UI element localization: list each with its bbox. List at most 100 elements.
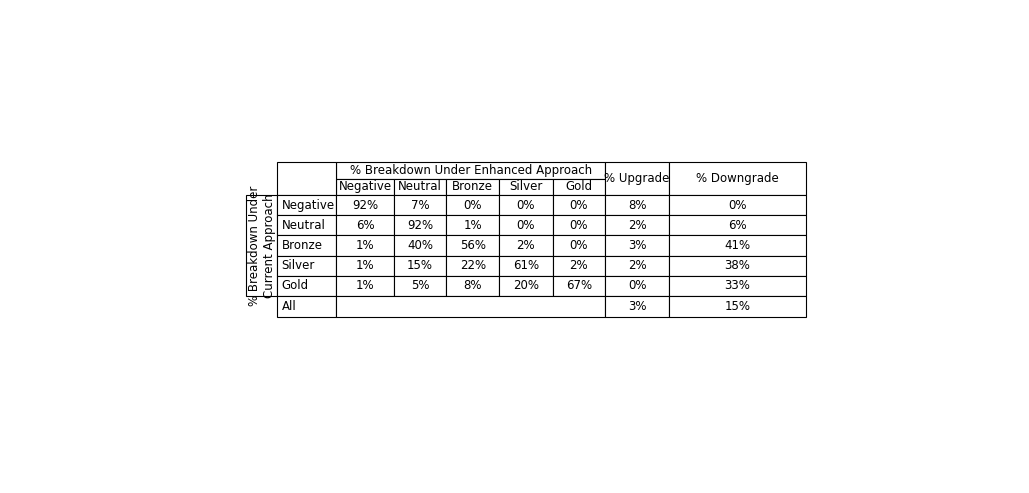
Text: 15%: 15% — [724, 300, 750, 313]
Text: 2%: 2% — [628, 219, 646, 232]
Bar — [669, 215, 806, 236]
Text: 1%: 1% — [356, 279, 375, 292]
Text: 8%: 8% — [463, 279, 482, 292]
Bar — [278, 236, 336, 255]
Text: 38%: 38% — [724, 259, 750, 272]
Text: 0%: 0% — [517, 219, 535, 232]
Bar — [553, 178, 605, 195]
Bar — [605, 255, 669, 276]
Bar — [499, 276, 553, 295]
Text: 41%: 41% — [724, 239, 750, 252]
Bar — [336, 295, 605, 317]
Bar — [605, 162, 669, 195]
Bar — [447, 195, 499, 215]
Bar — [336, 215, 394, 236]
Bar — [605, 215, 669, 236]
Text: 0%: 0% — [729, 199, 747, 212]
Text: 0%: 0% — [463, 199, 482, 212]
Text: 6%: 6% — [356, 219, 375, 232]
Bar — [499, 195, 553, 215]
Bar — [669, 276, 806, 295]
Text: 92%: 92% — [352, 199, 378, 212]
Text: Gold: Gold — [281, 279, 309, 292]
Text: Silver: Silver — [509, 180, 542, 193]
Text: 0%: 0% — [628, 279, 646, 292]
Text: Neutral: Neutral — [398, 180, 442, 193]
Text: 0%: 0% — [570, 219, 589, 232]
Text: 7%: 7% — [411, 199, 429, 212]
Text: % Breakdown Under Enhanced Approach: % Breakdown Under Enhanced Approach — [350, 164, 592, 176]
Bar — [394, 276, 447, 295]
Bar — [499, 255, 553, 276]
Text: 2%: 2% — [517, 239, 535, 252]
Bar — [553, 276, 605, 295]
Bar — [553, 215, 605, 236]
Bar — [669, 295, 806, 317]
Bar — [394, 215, 447, 236]
Text: 1%: 1% — [356, 259, 375, 272]
Bar — [669, 236, 806, 255]
Text: 6%: 6% — [729, 219, 747, 232]
Bar — [553, 236, 605, 255]
Text: 56%: 56% — [460, 239, 486, 252]
Text: Gold: Gold — [565, 180, 593, 193]
Text: 15%: 15% — [407, 259, 433, 272]
Bar — [447, 255, 499, 276]
Text: 2%: 2% — [570, 259, 589, 272]
Bar — [278, 276, 336, 295]
Bar — [336, 178, 394, 195]
Text: Silver: Silver — [281, 259, 315, 272]
Bar — [336, 236, 394, 255]
Bar — [278, 295, 336, 317]
Bar — [278, 215, 336, 236]
Bar — [394, 255, 447, 276]
Bar — [447, 236, 499, 255]
Text: 3%: 3% — [628, 300, 646, 313]
Text: % Upgrade: % Upgrade — [604, 172, 670, 185]
Bar — [669, 162, 806, 195]
Bar — [605, 236, 669, 255]
Bar — [447, 215, 499, 236]
Text: 40%: 40% — [407, 239, 433, 252]
Bar — [447, 178, 499, 195]
Bar — [447, 276, 499, 295]
Bar — [605, 276, 669, 295]
Text: 0%: 0% — [570, 199, 589, 212]
Text: 1%: 1% — [463, 219, 482, 232]
Text: % Breakdown Under
Current Approach: % Breakdown Under Current Approach — [248, 185, 276, 306]
Bar — [605, 295, 669, 317]
Bar — [278, 195, 336, 215]
Bar — [394, 178, 447, 195]
Text: 0%: 0% — [517, 199, 535, 212]
Bar — [336, 162, 605, 178]
Text: 67%: 67% — [566, 279, 592, 292]
Text: 3%: 3% — [628, 239, 646, 252]
Bar — [278, 162, 336, 195]
Text: 22%: 22% — [460, 259, 486, 272]
Text: 2%: 2% — [628, 259, 646, 272]
Text: 5%: 5% — [411, 279, 429, 292]
Text: Bronze: Bronze — [281, 239, 322, 252]
Bar — [278, 255, 336, 276]
Bar — [394, 195, 447, 215]
Bar — [499, 215, 553, 236]
Bar — [336, 195, 394, 215]
Text: 61%: 61% — [512, 259, 539, 272]
Bar — [669, 255, 806, 276]
Text: 0%: 0% — [570, 239, 589, 252]
Bar — [336, 276, 394, 295]
Bar — [394, 236, 447, 255]
Text: All: All — [281, 300, 296, 313]
Text: Negative: Negative — [281, 199, 334, 212]
Text: Negative: Negative — [339, 180, 392, 193]
Text: 1%: 1% — [356, 239, 375, 252]
Bar — [336, 255, 394, 276]
Bar — [499, 178, 553, 195]
Bar — [669, 195, 806, 215]
Text: Bronze: Bronze — [452, 180, 493, 193]
Text: 20%: 20% — [512, 279, 539, 292]
Text: 8%: 8% — [628, 199, 646, 212]
Bar — [553, 255, 605, 276]
Bar — [553, 195, 605, 215]
Text: 33%: 33% — [724, 279, 750, 292]
